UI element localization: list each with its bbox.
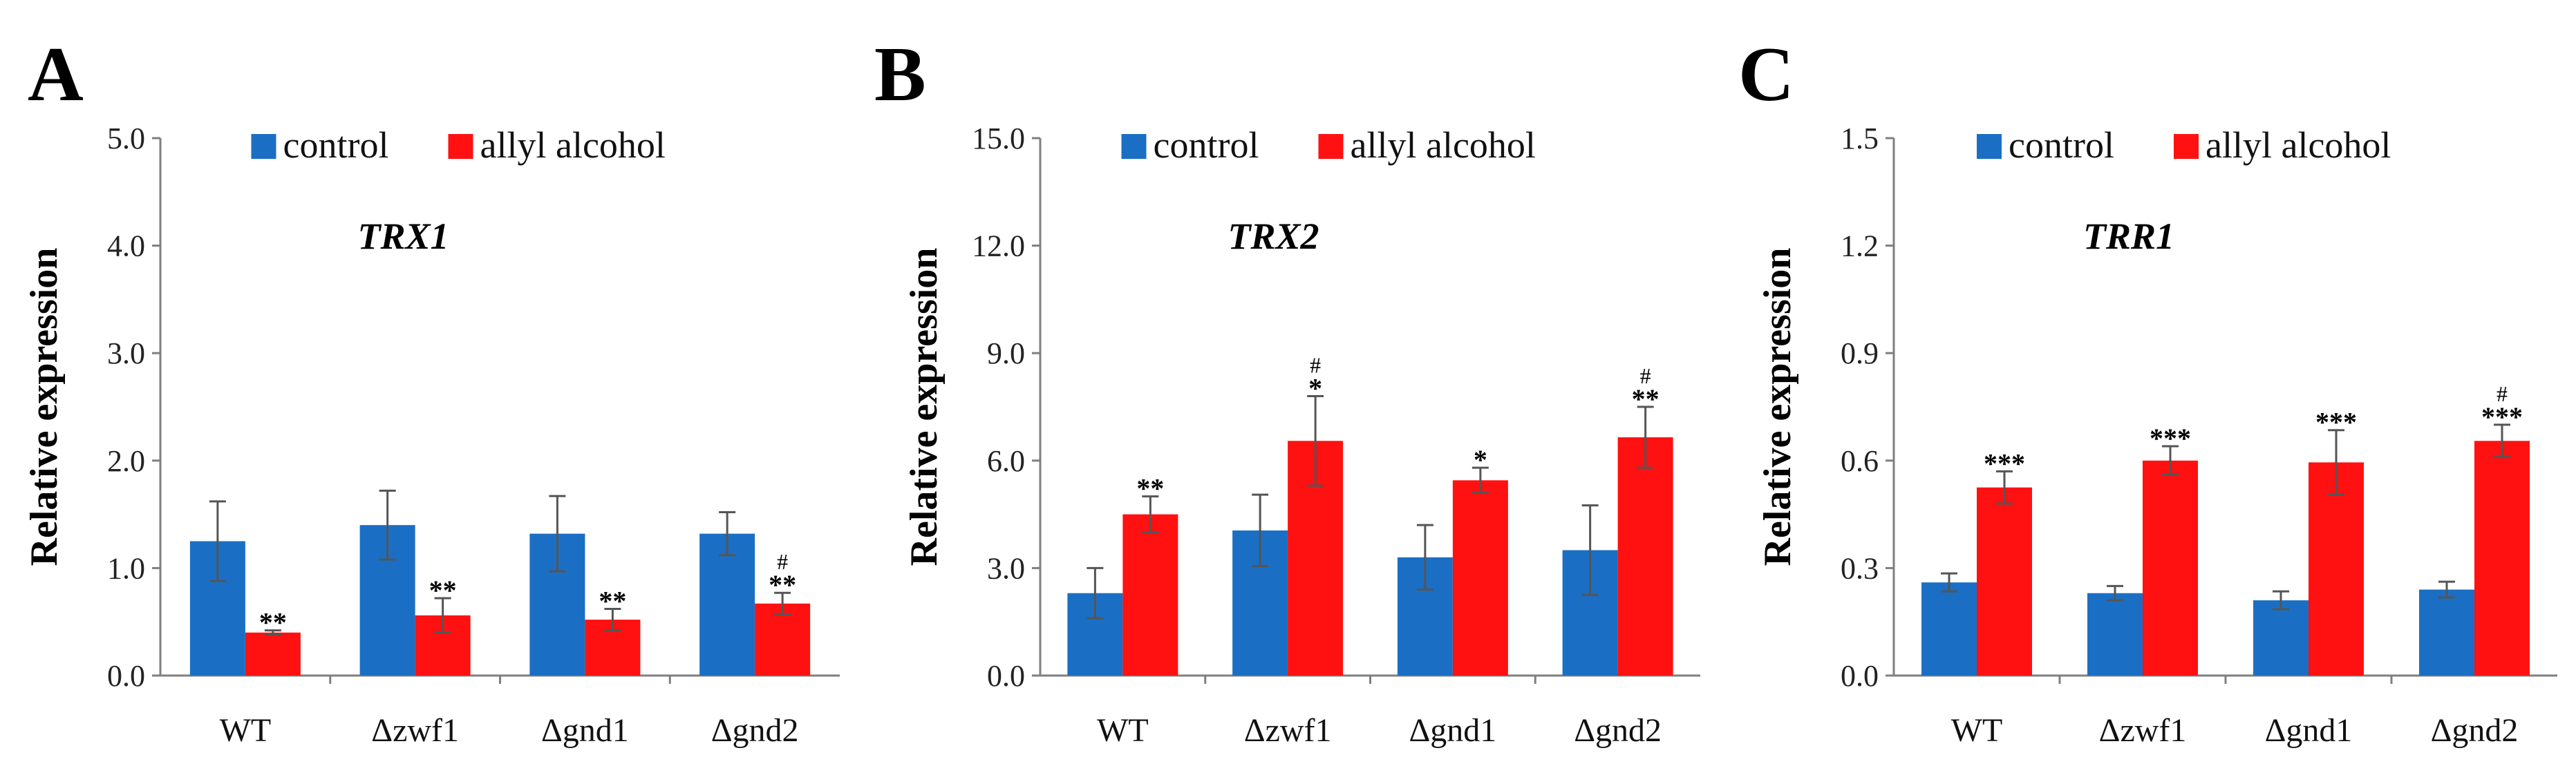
y-tick-label: 0.0	[107, 659, 145, 693]
hash-label: #	[1640, 363, 1651, 388]
x-tick-label: Δzwf1	[2099, 712, 2187, 749]
y-tick-label: 15.0	[972, 122, 1025, 155]
legend-swatch-allyl	[1318, 134, 1344, 159]
bar-allyl-3	[1617, 437, 1673, 676]
y-axis-label: Relative expression	[23, 248, 66, 566]
legend-label-control: control	[2009, 124, 2114, 166]
y-tick-label: 0.0	[987, 659, 1025, 693]
y-tick-label: 3.0	[107, 336, 145, 370]
legend-label-control: control	[1154, 124, 1259, 166]
bar-allyl-3	[2474, 441, 2530, 676]
legend-label-control: control	[283, 124, 389, 166]
significance-label: **	[769, 569, 796, 600]
bar-control-1	[2087, 593, 2143, 676]
hash-label: #	[2497, 381, 2508, 406]
x-tick-label: Δgnd2	[2431, 712, 2519, 749]
legend-label-allyl: allyl alcohol	[480, 124, 666, 166]
significance-label: **	[1136, 473, 1164, 504]
x-tick-label: Δgnd1	[2265, 712, 2353, 749]
x-tick-label: WT	[1097, 712, 1149, 749]
bar-allyl-3	[755, 603, 811, 676]
x-tick-label: Δgnd2	[1574, 712, 1662, 749]
x-tick-label: Δgnd2	[711, 712, 799, 749]
bar-control-3	[699, 533, 755, 676]
y-axis-label: Relative expression	[1756, 248, 1799, 566]
significance-label: ***	[1984, 448, 2025, 479]
y-tick-label: 2.0	[107, 444, 145, 478]
significance-label: ***	[2481, 401, 2523, 432]
legend-swatch-allyl	[448, 134, 473, 159]
legend-swatch-control	[1121, 134, 1147, 159]
y-tick-label: 5.0	[107, 122, 145, 155]
bar-allyl-0	[245, 632, 301, 676]
bar-allyl-0	[1122, 514, 1178, 676]
y-tick-label: 0.6	[1841, 444, 1879, 478]
panel-letter: C	[1738, 32, 1794, 117]
x-tick-label: Δgnd1	[541, 712, 629, 749]
significance-label: **	[1632, 383, 1660, 414]
significance-label: **	[429, 575, 457, 606]
chart-panel-a: A Relative expression 0.0 1.0 2.0 3.0 4.0 5.0 WT…	[23, 32, 840, 749]
chart-panel-b: B Relative expression 0.0 3.0 6.0 9.0 12.0 15.0…	[874, 32, 1700, 749]
chart-panel-c: C Relative expression 0.0 0.3 0.6 0.9 1.2 1.5 WT…	[1738, 32, 2557, 749]
bar-allyl-0	[1977, 487, 2032, 676]
hash-label: #	[1310, 352, 1321, 377]
legend-swatch-control	[1977, 134, 2002, 159]
panel-letter: A	[28, 32, 84, 117]
x-tick-label: WT	[220, 712, 272, 749]
bar-control-0	[1921, 582, 1977, 676]
x-tick-label: Δgnd1	[1409, 712, 1496, 749]
y-axis-label: Relative expression	[903, 248, 946, 566]
bar-control-2	[2253, 600, 2309, 676]
chart-title: TRX1	[357, 216, 449, 257]
y-tick-label: 4.0	[107, 229, 145, 263]
y-tick-label: 0.9	[1841, 336, 1879, 370]
y-tick-label: 1.0	[107, 551, 145, 585]
legend-swatch-control	[251, 134, 276, 159]
chart-title: TRX2	[1228, 216, 1319, 257]
bar-control-3	[2419, 589, 2474, 676]
legend-swatch-allyl	[2174, 134, 2199, 159]
significance-label: *	[1474, 444, 1487, 475]
y-tick-label: 0.0	[1841, 659, 1879, 693]
y-tick-label: 9.0	[987, 336, 1025, 370]
y-tick-label: 12.0	[972, 229, 1025, 263]
y-tick-label: 6.0	[987, 444, 1025, 478]
chart-title: TRR1	[2083, 216, 2174, 257]
bar-allyl-2	[2309, 462, 2364, 676]
significance-label: **	[599, 586, 626, 617]
y-tick-label: 3.0	[987, 551, 1025, 585]
x-tick-label: Δzwf1	[1244, 712, 1332, 749]
bar-allyl-2	[1452, 480, 1508, 676]
legend-label-allyl: allyl alcohol	[2206, 124, 2391, 166]
x-tick-label: Δzwf1	[371, 712, 459, 749]
legend-label-allyl: allyl alcohol	[1351, 124, 1536, 166]
y-tick-label: 0.3	[1841, 551, 1879, 585]
panel-letter: B	[874, 32, 926, 117]
hash-label: #	[777, 549, 788, 574]
significance-label: **	[259, 607, 287, 638]
significance-label: ***	[2315, 407, 2357, 438]
x-tick-label: WT	[1951, 712, 2003, 749]
y-tick-label: 1.2	[1841, 229, 1879, 263]
y-tick-label: 1.5	[1841, 122, 1879, 155]
significance-label: ***	[2150, 423, 2191, 454]
bar-allyl-1	[2143, 460, 2198, 676]
significance-label: *	[1308, 372, 1322, 403]
